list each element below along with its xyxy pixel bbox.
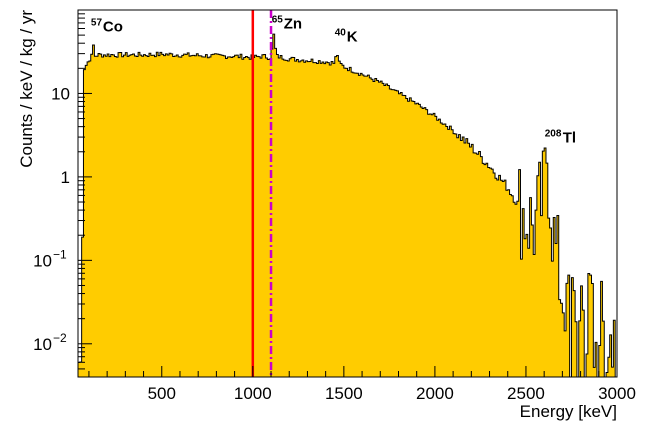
y-tick-base: 10: [33, 251, 52, 270]
peak-element: Tl: [563, 129, 576, 146]
y-tick-label: 10: [51, 84, 70, 103]
x-axis-title: Energy [keV]: [520, 402, 617, 421]
peak-label-zn: 65 Zn: [272, 15, 302, 33]
spectrum-histogram: [77, 33, 617, 378]
x-tick-label: 2000: [416, 384, 454, 403]
peak-mass-number: 65: [272, 15, 284, 26]
x-tick-label: 1000: [234, 384, 272, 403]
y-tick-base: 10: [51, 84, 70, 103]
y-tick-exponent: −2: [53, 331, 67, 345]
y-axis-title: Counts / keV / kg / yr: [17, 10, 36, 168]
y-tick-base: 10: [33, 335, 52, 354]
peak-label-co: 57 Co: [91, 18, 123, 36]
peak-mass-number: 40: [335, 27, 347, 38]
y-tick-exponent: −1: [53, 247, 67, 261]
x-axis-ticks: 500 1000 1500 2000 2500 3000: [88, 366, 636, 403]
y-tick-label: 1: [61, 168, 70, 187]
plot-area: [77, 33, 617, 378]
peak-mass-number: 208: [545, 128, 562, 139]
y-tick-label: 10 −1: [33, 247, 67, 270]
x-tick-label: 2500: [507, 384, 545, 403]
plot-frame: [77, 9, 618, 378]
reference-lines: [251, 10, 273, 377]
y-tick-label: 10 −2: [33, 331, 67, 354]
peak-label-tl: 208 Tl: [545, 128, 576, 146]
peak-mass-number: 57: [91, 18, 103, 29]
y-tick-base: 1: [61, 168, 70, 187]
x-tick-label: 500: [148, 384, 176, 403]
peak-label-k: 40 K: [335, 27, 358, 45]
peak-annotations: 57 Co 65 Zn 40 K 208 Tl: [91, 15, 576, 147]
peak-element: Co: [103, 19, 123, 36]
peak-element: K: [347, 28, 358, 45]
x-tick-label: 1500: [325, 384, 363, 403]
peak-element: Zn: [284, 16, 302, 33]
x-tick-label: 3000: [598, 384, 636, 403]
